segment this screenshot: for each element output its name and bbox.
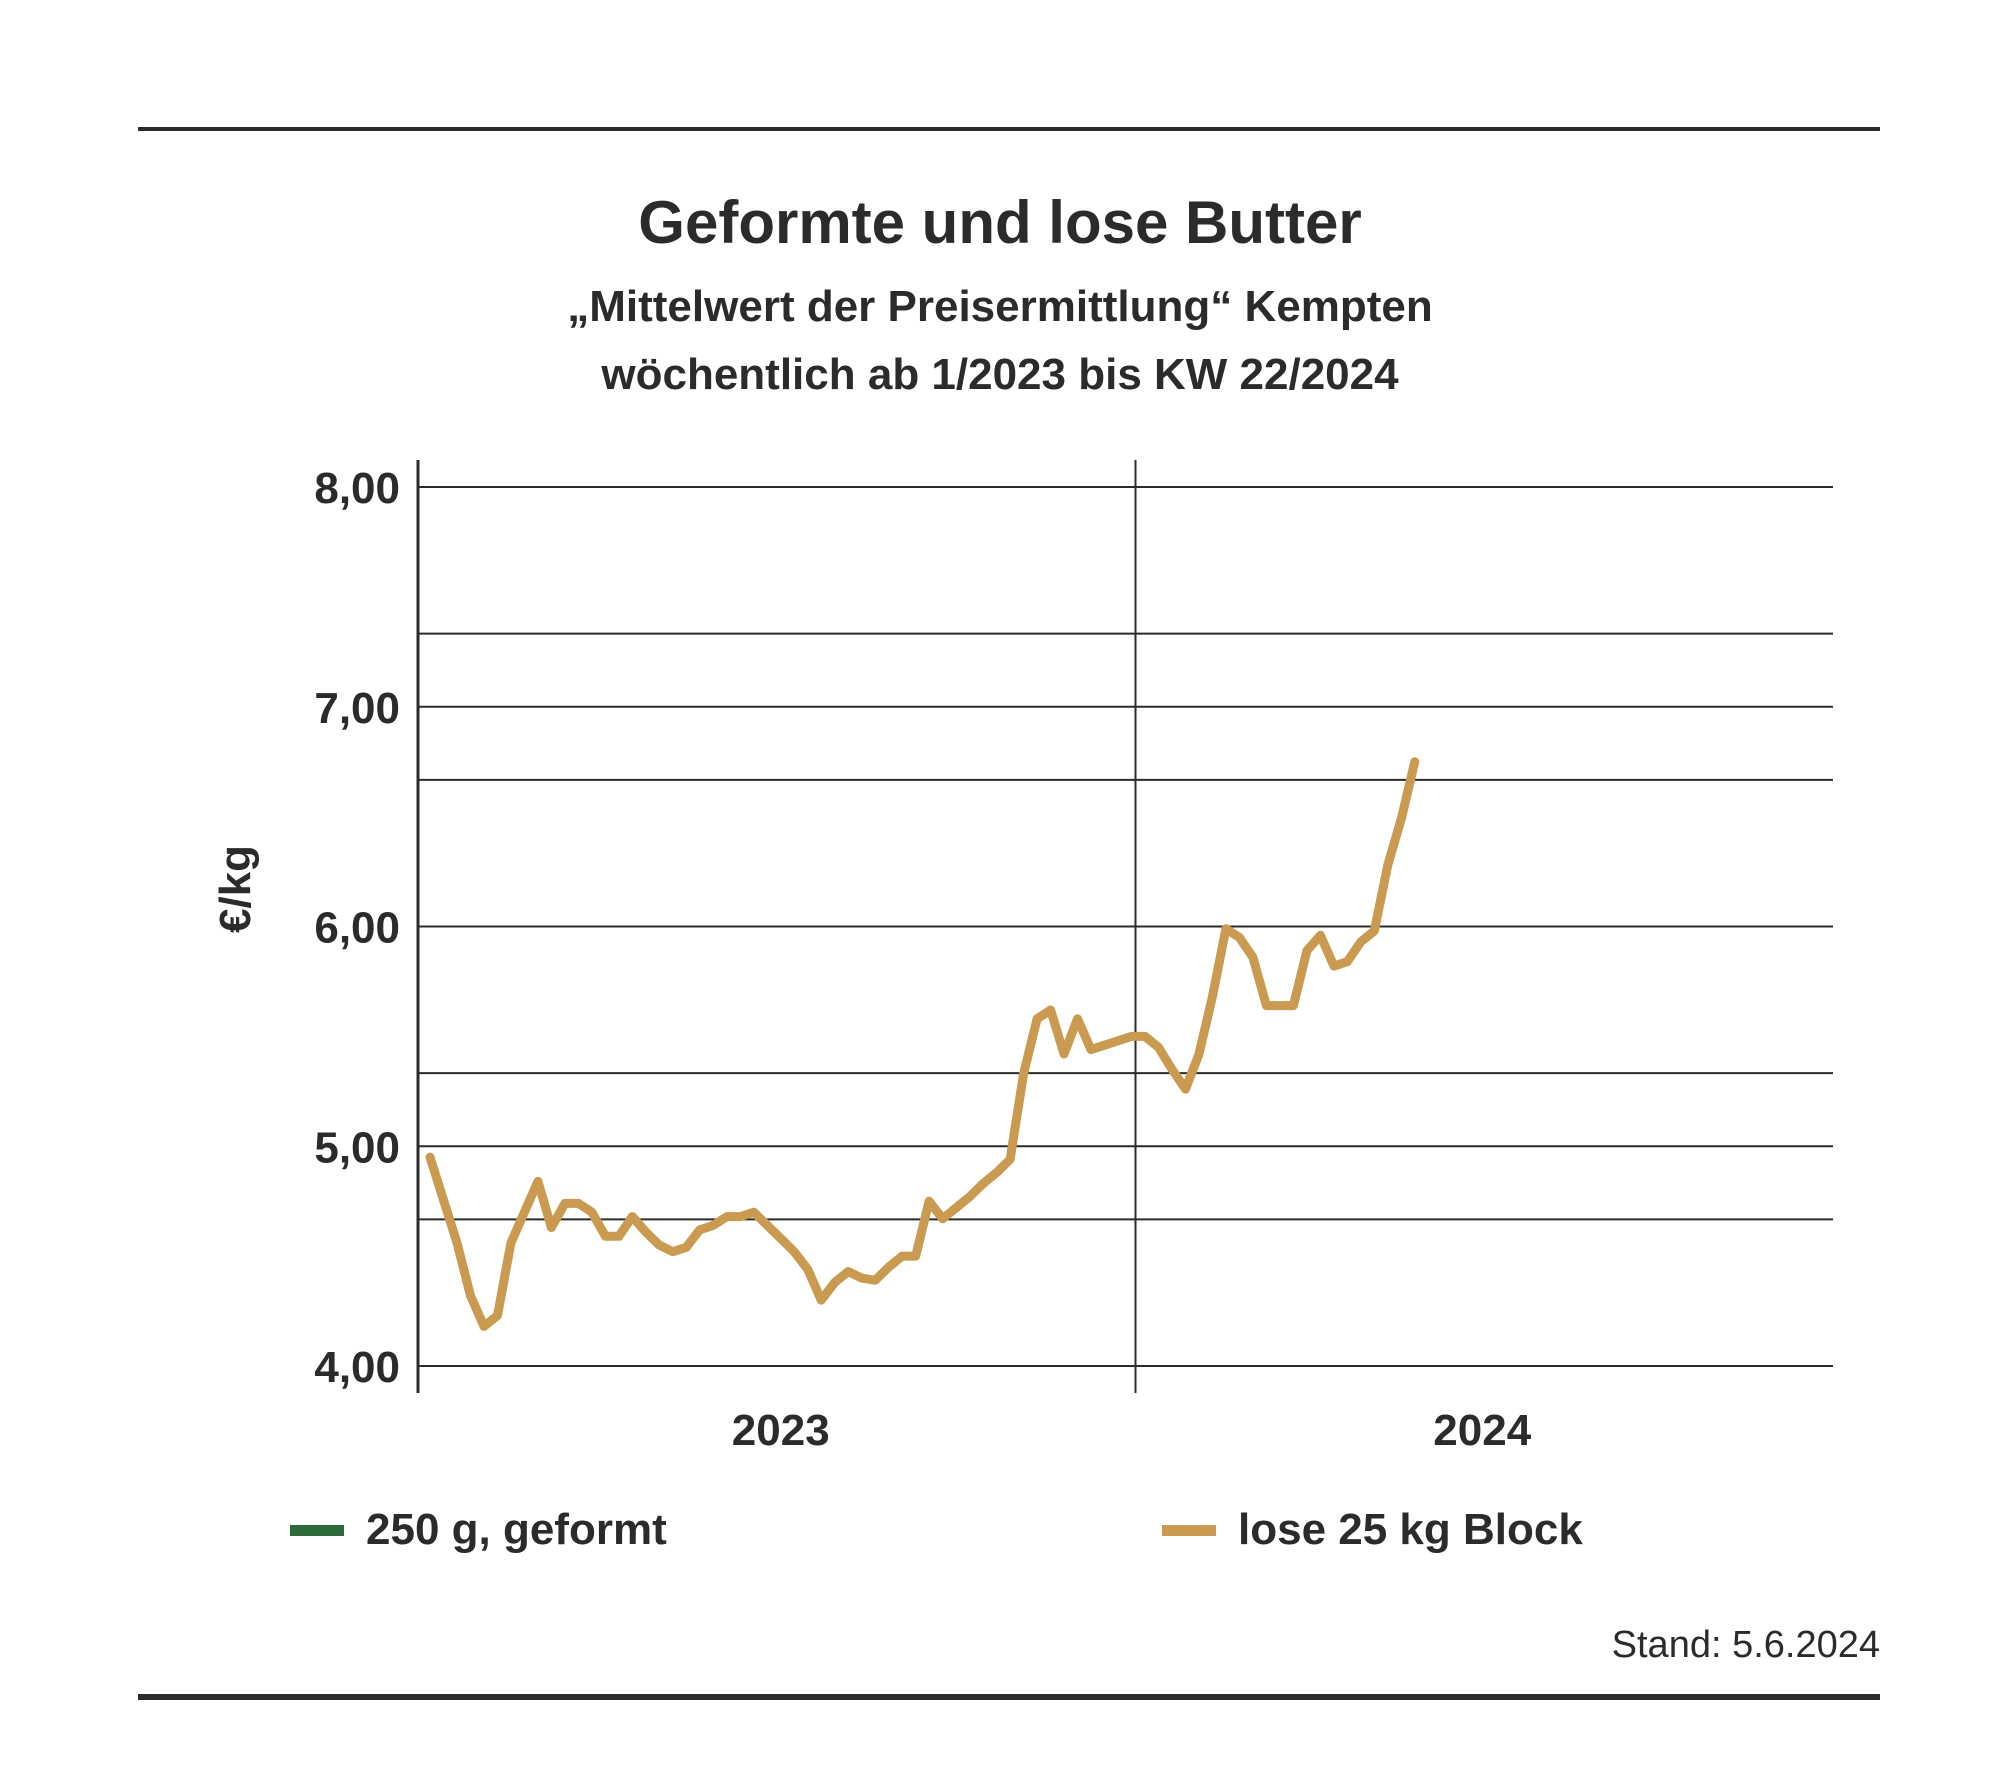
chart-subtitle-line1: „Mittelwert der Preisermittlung“ Kempten (567, 282, 1433, 331)
y-tick-label-2: 6,00 (314, 904, 400, 953)
chart-subtitle-line2: wöchentlich ab 1/2023 bis KW 22/2024 (601, 350, 1399, 399)
y-tick-label-4: 8,00 (314, 464, 400, 513)
y-tick-label-1: 5,00 (314, 1123, 400, 1172)
x-year-label-0: 2023 (732, 1406, 830, 1455)
bottom-rule (138, 1694, 1880, 1700)
axes (416, 460, 1137, 1393)
grid-lines (418, 486, 1833, 1367)
y-tick-label-3: 7,00 (314, 684, 400, 733)
legend-item-lose: lose 25 kg Block (1162, 1505, 1583, 1555)
legend-label-geformt: 250 g, geformt (366, 1505, 667, 1554)
legend-swatch-lose (1162, 1524, 1216, 1536)
y-axis-label: €/kg (211, 845, 260, 933)
stand-date: Stand: 5.6.2024 (1611, 1624, 1880, 1666)
legend-label-lose: lose 25 kg Block (1238, 1505, 1583, 1554)
chart-title: Geformte und lose Butter (638, 189, 1362, 256)
y-tick-labels: 4,00 5,00 6,00 7,00 8,00 (314, 464, 400, 1392)
legend-swatch-geformt (290, 1524, 344, 1536)
series-lines (425, 757, 1420, 1331)
x-year-label-1: 2024 (1433, 1406, 1531, 1455)
x-year-labels: 2023 2024 (732, 1406, 1532, 1455)
series-line-1 (425, 757, 1420, 1331)
legend-item-geformt: 250 g, geformt (290, 1505, 667, 1555)
y-tick-label-0: 4,00 (314, 1343, 400, 1392)
top-rule (138, 127, 1880, 131)
